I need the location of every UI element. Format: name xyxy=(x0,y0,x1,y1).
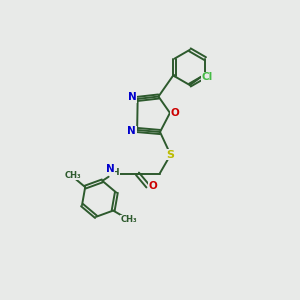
Text: O: O xyxy=(171,108,180,118)
Text: O: O xyxy=(148,181,157,191)
Text: CH₃: CH₃ xyxy=(64,171,81,180)
Text: CH₃: CH₃ xyxy=(121,215,137,224)
Text: N: N xyxy=(106,164,115,174)
Text: S: S xyxy=(167,150,175,160)
Text: N: N xyxy=(128,127,136,136)
Text: Cl: Cl xyxy=(201,72,212,82)
Text: N: N xyxy=(128,92,137,102)
Text: H: H xyxy=(112,168,119,177)
